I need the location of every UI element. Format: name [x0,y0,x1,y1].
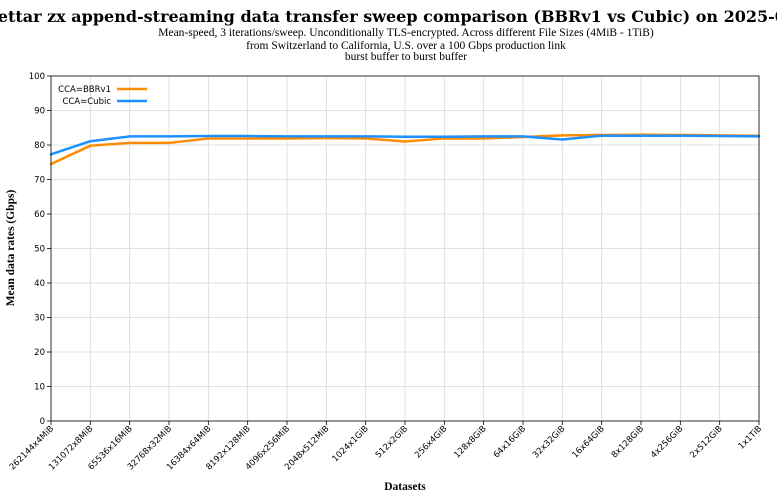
x-tick-label: 2x512GiB [688,424,724,460]
y-tick-label: 90 [34,107,45,117]
y-axis-label: Mean data rates (Gbps) [5,190,17,307]
x-tick-label: 128x8GiB [452,424,488,460]
plot-area [50,75,760,422]
series-line-cca-cubic [49,134,761,156]
y-tick-label: 20 [34,348,45,358]
y-tick-label: 10 [34,383,45,393]
x-tick-label: 4x256GiB [649,424,685,460]
x-tick-label: 32x32GiB [531,424,567,460]
y-tick-label: 30 [34,314,45,324]
y-tick-label: 70 [34,176,45,186]
x-tick-label: 512x2GiB [374,424,410,460]
x-tick-label: 64x16GiB [492,424,528,460]
chart-subtitle-line-3: burst buffer to burst buffer [345,51,467,63]
y-tick-label: 50 [34,245,45,255]
series-lines [49,133,761,166]
x-tick-label: 1024x1GiB [331,424,371,464]
chart-title: Zettar zx append-streaming data transfer… [0,7,777,26]
x-tick-label: 16x64GiB [570,424,606,460]
y-tick-label: 80 [34,141,45,151]
legend-label-cubic: CCA=Cubic [62,97,111,107]
axes: 0102030405060708090100262144x4MiB131072x… [8,72,764,472]
x-tick-label: 8x128GiB [610,424,646,460]
grid [50,75,760,422]
y-tick-label: 60 [34,210,45,220]
x-tick-label: 256x4GiB [413,424,449,460]
x-tick-label: 1x1TiB [737,424,765,452]
y-tick-label: 100 [29,72,45,82]
x-axis-label: Datasets [384,481,426,493]
chart-subtitle-line-2: from Switzerland to California, U.S. ove… [246,40,566,52]
y-tick-label: 0 [40,417,45,427]
y-tick-label: 40 [34,279,45,289]
chart-subtitle-line-1: Mean-speed, 3 iterations/sweep. Uncondit… [158,27,654,39]
legend: CCA=BBRv1 CCA=Cubic [58,85,147,107]
legend-label-bbrv1: CCA=BBRv1 [58,85,111,95]
